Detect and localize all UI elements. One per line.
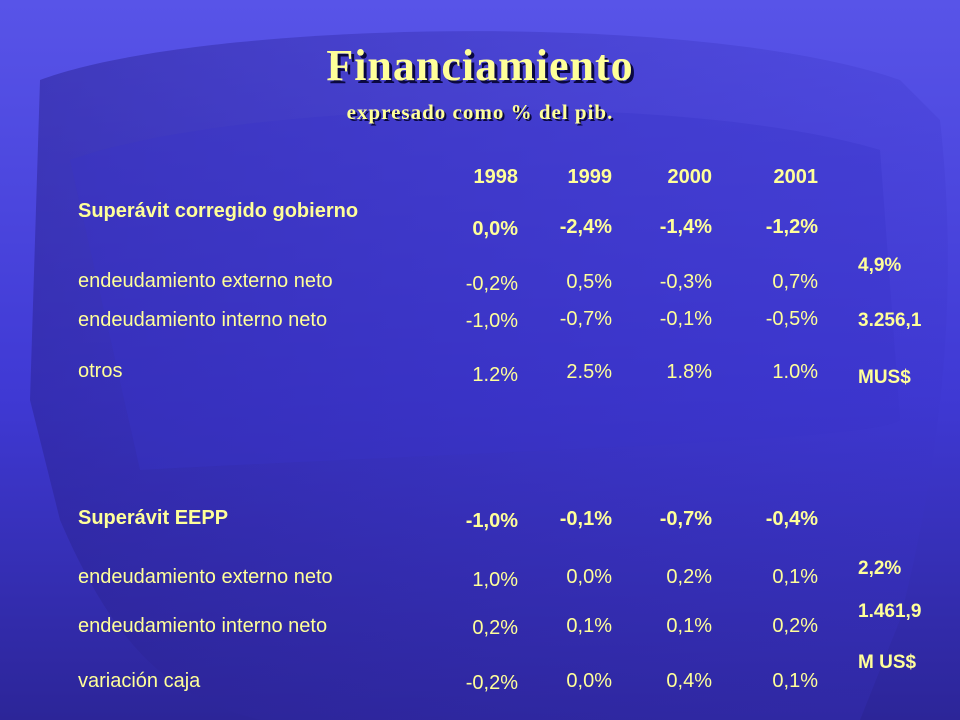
value-cell: 0,1% <box>566 615 612 637</box>
value-cell: 0,2% <box>666 566 712 588</box>
year-header: 1999 <box>567 166 613 188</box>
value-cell: 0,1% <box>772 670 818 692</box>
value-cell: -1,4% <box>659 216 712 238</box>
value-cell: -0,4% <box>765 508 818 530</box>
year-header: 2001 <box>773 166 819 188</box>
value-cell: -0,7% <box>659 508 712 530</box>
year-header: 2000 <box>667 166 713 188</box>
value-cell: 1.8% <box>666 361 712 383</box>
row-label-endeudamiento-interno: endeudamiento interno neto <box>78 309 328 331</box>
side-note: M US$ <box>858 652 917 673</box>
slide-subtitle: expresado como % del pib. <box>346 100 614 124</box>
value-cell: 0,1% <box>772 566 818 588</box>
value-cell: 1.0% <box>772 361 818 383</box>
value-cell: 0,2% <box>772 615 818 637</box>
row-label-superavit-eepp: Superávit EEPP <box>78 507 229 529</box>
year-header: 1998 <box>473 166 519 188</box>
value-cell: 1,0% <box>472 569 518 591</box>
value-cell: -1,0% <box>465 510 518 532</box>
value-cell: 2.5% <box>566 361 612 383</box>
value-cell: -0,1% <box>559 508 612 530</box>
value-cell: -0,3% <box>659 271 712 293</box>
side-note: 3.256,1 <box>858 310 922 331</box>
row-label-superavit-gobierno: Superávit corregido gobierno <box>78 200 359 222</box>
value-cell: 0,5% <box>566 271 612 293</box>
value-cell: -1,2% <box>765 216 818 238</box>
value-cell: 0,0% <box>472 218 518 240</box>
row-label-otros: otros <box>78 360 123 382</box>
row-label-variacion-caja: variación caja <box>78 670 201 692</box>
value-cell: -1,0% <box>465 310 518 332</box>
value-cell: 0,0% <box>566 670 612 692</box>
value-cell: 0,0% <box>566 566 612 588</box>
side-note: 2,2% <box>858 558 902 579</box>
row-label-endeudamiento-externo: endeudamiento externo neto <box>78 566 333 588</box>
value-cell: -2,4% <box>559 216 612 238</box>
value-cell: 0,1% <box>666 615 712 637</box>
value-cell: -0,2% <box>465 273 518 295</box>
slide-title: Financiamiento <box>326 41 634 90</box>
side-note: MUS$ <box>858 367 911 388</box>
value-cell: 0,2% <box>472 617 518 639</box>
row-label-endeudamiento-externo: endeudamiento externo neto <box>78 270 333 292</box>
value-cell: 1.2% <box>472 364 518 386</box>
side-note: 4,9% <box>858 255 902 276</box>
value-cell: 0,7% <box>772 271 818 293</box>
row-label-endeudamiento-interno: endeudamiento interno neto <box>78 615 328 637</box>
value-cell: -0,1% <box>659 308 712 330</box>
value-cell: -0,2% <box>465 672 518 694</box>
value-cell: 0,4% <box>666 670 712 692</box>
value-cell: -0,7% <box>559 308 612 330</box>
value-cell: -0,5% <box>765 308 818 330</box>
side-note: 1.461,9 <box>858 601 922 622</box>
decorative-swoosh <box>30 31 948 720</box>
